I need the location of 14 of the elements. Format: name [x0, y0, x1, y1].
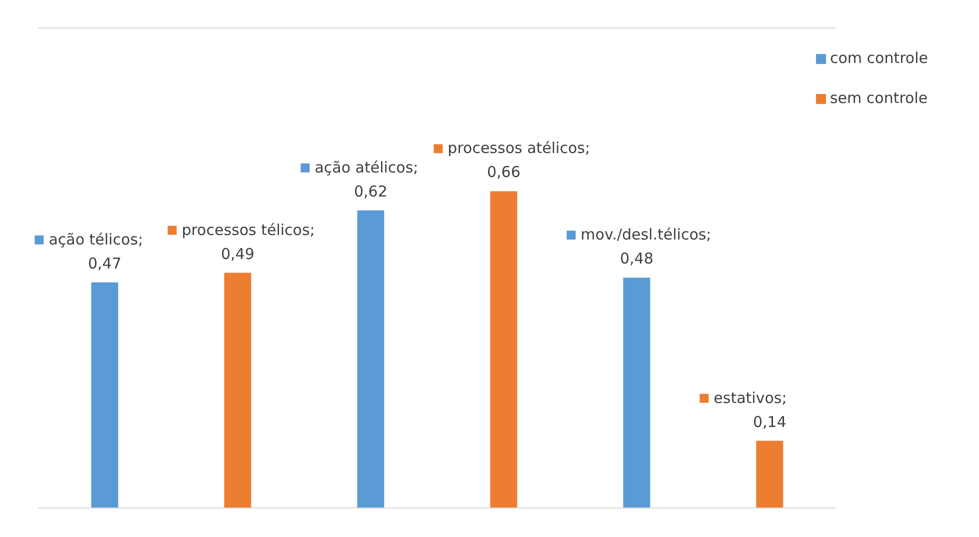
- data-label: estativos; 0,14: [714, 388, 787, 431]
- bar: [490, 191, 518, 508]
- data-label: ação atélicos; 0,62: [314, 158, 418, 200]
- legend-label: com controle: [830, 49, 928, 67]
- legend-label: sem controle: [830, 89, 928, 107]
- bar: [224, 272, 252, 508]
- data-label: ação télicos; 0,47: [48, 230, 144, 272]
- bar: [623, 278, 650, 508]
- data-label: mov./desl.télicos; 0,48: [580, 226, 712, 268]
- bar: [91, 282, 118, 508]
- data-label: processos atélicos; 0,66: [448, 139, 590, 182]
- bar: [756, 440, 784, 508]
- data-label: processos télicos; 0,49: [182, 220, 315, 263]
- bar: [357, 210, 384, 508]
